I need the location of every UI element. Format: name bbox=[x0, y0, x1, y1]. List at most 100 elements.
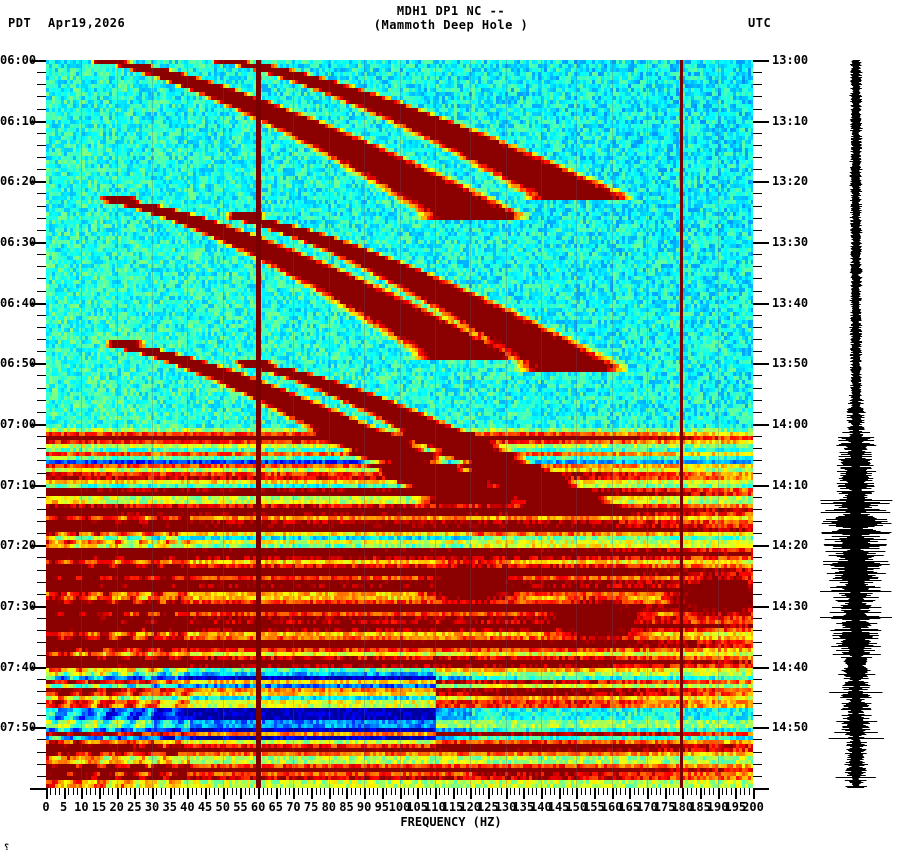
freq-label: 120 bbox=[459, 800, 482, 814]
time-tick-major-left bbox=[30, 424, 46, 426]
freq-tick-major bbox=[258, 788, 261, 799]
freq-tick-minor bbox=[266, 788, 268, 795]
freq-tick-minor bbox=[598, 788, 600, 795]
freq-tick-minor bbox=[492, 788, 494, 795]
freq-tick-minor bbox=[94, 788, 96, 795]
freq-tick-minor bbox=[125, 788, 127, 795]
time-tick-major-right bbox=[753, 545, 769, 548]
freq-tick-minor bbox=[585, 788, 587, 795]
freq-label: 70 bbox=[286, 800, 301, 814]
freq-tick-minor bbox=[253, 788, 255, 795]
time-label-utc: 13:30 bbox=[772, 235, 809, 249]
time-label-pdt: 07:00 bbox=[0, 417, 37, 431]
freq-tick-minor bbox=[395, 788, 397, 795]
spectrogram-canvas bbox=[46, 60, 753, 788]
freq-tick-minor bbox=[408, 788, 410, 795]
freq-tick-minor bbox=[616, 788, 618, 795]
freq-tick-minor bbox=[324, 788, 326, 795]
freq-tick-major bbox=[611, 788, 614, 799]
freq-label: 190 bbox=[706, 800, 729, 814]
freq-tick-minor bbox=[262, 788, 264, 795]
time-tick-major-left bbox=[30, 484, 46, 487]
freq-tick-major bbox=[364, 788, 367, 799]
freq-tick-minor bbox=[633, 788, 635, 795]
freq-tick-major bbox=[222, 788, 225, 799]
time-label-pdt: 07:50 bbox=[0, 720, 37, 735]
freq-tick-minor bbox=[638, 788, 640, 795]
freq-label: 105 bbox=[406, 800, 429, 814]
time-tick-minor-right bbox=[753, 472, 762, 474]
freq-tick-major bbox=[46, 788, 48, 799]
freq-tick-minor bbox=[191, 788, 193, 795]
freq-label: 75 bbox=[303, 800, 319, 814]
freq-tick-minor bbox=[713, 788, 715, 795]
freq-tick-minor bbox=[545, 788, 547, 795]
freq-tick-minor bbox=[695, 788, 697, 795]
time-tick-major-right bbox=[753, 606, 769, 608]
freq-tick-major bbox=[205, 788, 208, 799]
freq-tick-minor bbox=[174, 788, 176, 795]
freq-tick-minor bbox=[708, 788, 710, 795]
time-tick-minor-left bbox=[37, 569, 46, 571]
freq-tick-minor bbox=[350, 788, 352, 795]
time-label-utc: 14:30 bbox=[772, 599, 809, 613]
time-tick-major-right bbox=[753, 60, 769, 62]
freq-tick-minor bbox=[439, 788, 441, 795]
freq-label: 45 bbox=[197, 800, 213, 814]
time-tick-major-right bbox=[753, 302, 769, 305]
time-tick-minor-right bbox=[753, 266, 762, 268]
time-tick-minor-left bbox=[37, 254, 46, 256]
freq-tick-minor bbox=[227, 788, 229, 795]
time-tick-minor-right bbox=[753, 703, 762, 705]
time-label-utc: 13:40 bbox=[772, 295, 809, 310]
freq-tick-major bbox=[63, 788, 66, 799]
time-tick-minor-left bbox=[37, 326, 46, 328]
freq-tick-minor bbox=[479, 788, 481, 795]
freq-tick-minor bbox=[244, 788, 246, 795]
freq-tick-minor bbox=[319, 788, 321, 795]
freq-label: 135 bbox=[512, 800, 535, 814]
freq-tick-major bbox=[629, 788, 632, 799]
freq-tick-minor bbox=[147, 788, 149, 795]
freq-tick-major bbox=[470, 788, 473, 799]
time-tick-minor-right bbox=[753, 569, 762, 571]
seismogram-trace bbox=[820, 60, 898, 788]
freq-tick-minor bbox=[602, 788, 604, 795]
time-tick-minor-left bbox=[37, 217, 46, 219]
station-subtitle: (Mammoth Deep Hole ) bbox=[373, 18, 529, 32]
freq-tick-major bbox=[328, 788, 331, 799]
freq-label: 110 bbox=[424, 800, 446, 814]
freq-label: 100 bbox=[388, 800, 411, 814]
freq-tick-minor bbox=[143, 788, 145, 795]
time-tick-minor-right bbox=[753, 496, 762, 498]
time-tick-minor-right bbox=[753, 96, 762, 98]
time-tick-major-right bbox=[753, 363, 769, 366]
freq-tick-minor bbox=[642, 788, 644, 795]
freq-tick-major bbox=[505, 788, 508, 799]
freq-tick-minor bbox=[465, 788, 467, 795]
time-tick-major-left bbox=[30, 302, 46, 305]
freq-tick-major bbox=[753, 788, 755, 799]
time-tick-minor-right bbox=[753, 739, 762, 741]
freq-tick-minor bbox=[443, 788, 445, 795]
freq-tick-minor bbox=[54, 788, 56, 795]
time-label-pdt: 06:40 bbox=[0, 295, 37, 310]
freq-tick-minor bbox=[536, 788, 538, 795]
time-tick-minor-right bbox=[753, 278, 762, 280]
time-tick-minor-right bbox=[753, 254, 762, 256]
spectrogram-plot[interactable] bbox=[46, 60, 753, 788]
time-tick-minor-right bbox=[753, 290, 762, 292]
time-tick-major-left bbox=[30, 727, 46, 730]
freq-tick-minor bbox=[280, 788, 282, 795]
freq-tick-minor bbox=[624, 788, 626, 795]
time-label-pdt: 06:30 bbox=[0, 235, 37, 249]
time-label-utc: 13:20 bbox=[772, 174, 809, 189]
time-tick-major-right bbox=[753, 242, 769, 244]
time-tick-minor-left bbox=[37, 96, 46, 98]
freq-label: 140 bbox=[530, 800, 552, 814]
freq-tick-minor bbox=[112, 788, 114, 795]
date-label: Apr19,2026 bbox=[48, 16, 126, 30]
time-label-pdt: 06:10 bbox=[0, 113, 37, 128]
time-label-utc: 14:10 bbox=[772, 477, 809, 492]
freq-tick-minor bbox=[677, 788, 679, 795]
